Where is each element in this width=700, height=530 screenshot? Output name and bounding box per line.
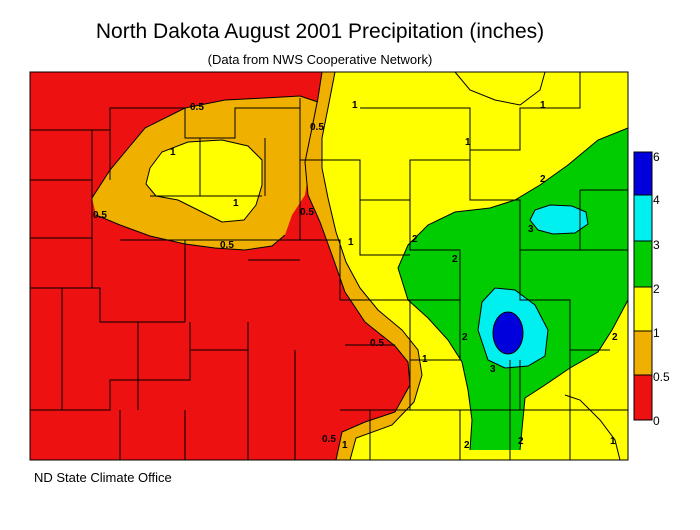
legend-label-1: 1	[653, 326, 660, 340]
legend-band-1-2	[633, 286, 653, 332]
contour-label: 2	[452, 254, 458, 265]
legend-colorbar	[633, 151, 653, 421]
contour-label: 0.5	[190, 102, 204, 113]
contour-label: 1	[342, 440, 348, 451]
precip-zone-1-2-west	[146, 140, 262, 222]
legend-band-2-3	[633, 240, 653, 288]
contour-label: 1	[422, 354, 428, 365]
contour-label: 1	[465, 137, 471, 148]
contour-labels: 0.5 0.5 0.5 0.5 0.5 0.5 0.5 1 1 1 1 1 1 …	[93, 100, 618, 451]
legend-label-4: 4	[653, 193, 660, 207]
contour-label: 0.5	[370, 338, 384, 349]
legend-label-0: 0	[653, 414, 660, 428]
legend-band-4-6	[633, 151, 653, 196]
precip-zone-4-6	[493, 312, 523, 354]
contour-label: 1	[352, 100, 358, 111]
legend-band-0-0.5	[633, 374, 653, 421]
credit-text: ND State Climate Office	[34, 470, 172, 485]
contour-label: 1	[540, 100, 546, 111]
legend-label-2: 2	[653, 282, 660, 296]
contour-lines	[91, 71, 629, 461]
legend-label-6: 6	[653, 150, 660, 164]
precip-zone-3-4-north	[530, 205, 588, 234]
legend-label-3: 3	[653, 238, 660, 252]
contour-label: 0.5	[322, 434, 336, 445]
county-boundaries	[29, 71, 629, 461]
contour-label: 1	[348, 237, 354, 248]
contour-label: 0.5	[93, 210, 107, 221]
contour-label: 2	[540, 174, 546, 185]
contour-label: 0.5	[300, 207, 314, 218]
contour-label: 2	[518, 436, 524, 447]
contour-label: 1	[233, 198, 239, 209]
contour-label: 2	[412, 234, 418, 245]
map-subtitle: (Data from NWS Cooperative Network)	[207, 52, 433, 67]
contour-label: 3	[528, 224, 534, 235]
contour-label: 3	[490, 364, 496, 375]
contour-label: 2	[464, 440, 470, 451]
contour-label: 0.5	[310, 122, 324, 133]
legend-band-0.5-1	[633, 330, 653, 376]
contour-label: 1	[170, 147, 176, 158]
legend-band-3-4	[633, 194, 653, 242]
contour-label: 1	[610, 436, 616, 447]
map-title: North Dakota August 2001 Precipitation (…	[95, 20, 545, 43]
contour-label: 2	[612, 332, 618, 343]
contour-label: 0.5	[220, 240, 234, 251]
contour-label: 2	[462, 332, 468, 343]
legend-label-0.5: 0.5	[653, 370, 670, 384]
